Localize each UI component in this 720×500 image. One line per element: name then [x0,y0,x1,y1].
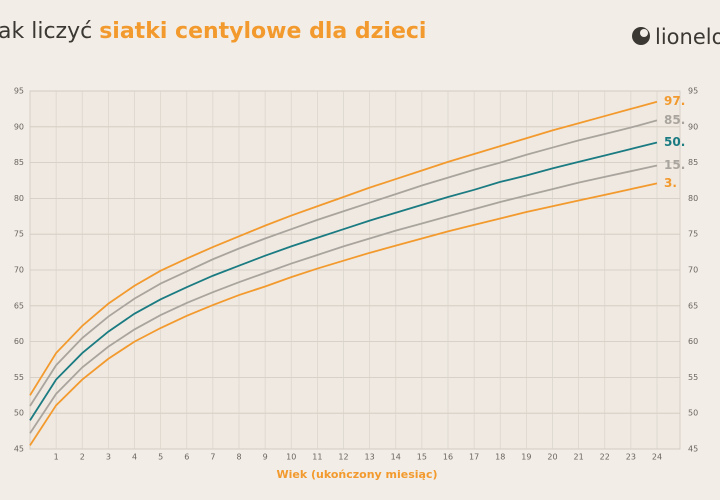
x-tick-label: 14 [391,453,401,462]
y-tick-label: 60 [14,337,24,346]
x-tick-label: 3 [106,453,111,462]
y-tick-label: 75 [14,230,24,239]
x-tick-label: 7 [210,453,215,462]
x-tick-label: 9 [263,453,268,462]
x-tick-label: 21 [574,453,584,462]
series-line [29,119,658,407]
series-label: 85. [664,113,685,127]
y-tick-label-right: 80 [688,194,698,203]
y-tick-label: 50 [14,409,24,418]
y-tick-label-right: 50 [688,409,698,418]
y-tick-label: 55 [14,373,24,382]
series-line [29,182,658,446]
series-label: 97. [664,94,685,108]
x-tick-label: 2 [80,453,85,462]
x-tick-label: 18 [495,453,505,462]
title-text: ak liczyć [0,19,92,44]
y-tick-label-right: 65 [688,301,698,310]
x-axis-label: Wiek (ukończony miesiąc) [276,468,437,481]
series-label: 50. [664,135,685,149]
x-tick-label: 12 [338,453,348,462]
x-tick-label: 6 [184,453,189,462]
series-line [29,141,658,421]
x-tick-label: 22 [600,453,610,462]
y-tick-label: 95 [14,87,24,96]
x-tick-label: 23 [626,453,636,462]
y-tick-label: 90 [14,122,24,131]
brand-logo: lionelo [632,25,720,49]
y-tick-label-right: 70 [688,266,698,275]
logo-icon-inner [640,29,648,37]
chart-title: ak liczyć siatki centylowe dla dzieci [0,19,426,44]
series-line [29,164,658,434]
x-tick-label: 13 [365,453,375,462]
y-tick-label: 85 [14,158,24,167]
y-tick-label: 80 [14,194,24,203]
series-label: 15. [664,158,685,172]
x-tick-label: 24 [652,453,662,462]
x-tick-label: 4 [132,453,137,462]
y-tick-label-right: 55 [688,373,698,382]
title-highlight: siatki centylowe dla dzieci [99,19,426,44]
x-tick-label: 1 [54,453,59,462]
y-tick-label: 45 [14,445,24,454]
series-line [29,100,658,396]
x-tick-label: 15 [417,453,427,462]
y-tick-label-right: 85 [688,158,698,167]
y-tick-label: 70 [14,266,24,275]
x-tick-label: 11 [312,453,322,462]
x-tick-label: 8 [236,453,241,462]
x-tick-label: 17 [469,453,479,462]
x-tick-label: 5 [158,453,163,462]
y-tick-label-right: 60 [688,337,698,346]
y-tick-label-right: 90 [688,122,698,131]
series-label: 3. [664,176,677,190]
x-tick-label: 20 [547,453,557,462]
y-tick-label: 65 [14,301,24,310]
x-tick-label: 10 [286,453,296,462]
x-tick-label: 19 [521,453,531,462]
x-tick-label: 16 [443,453,453,462]
y-tick-label-right: 95 [688,87,698,96]
logo-icon [632,27,650,45]
brand-name: lionelo [655,25,720,49]
y-tick-label-right: 45 [688,445,698,454]
y-tick-label-right: 75 [688,230,698,239]
